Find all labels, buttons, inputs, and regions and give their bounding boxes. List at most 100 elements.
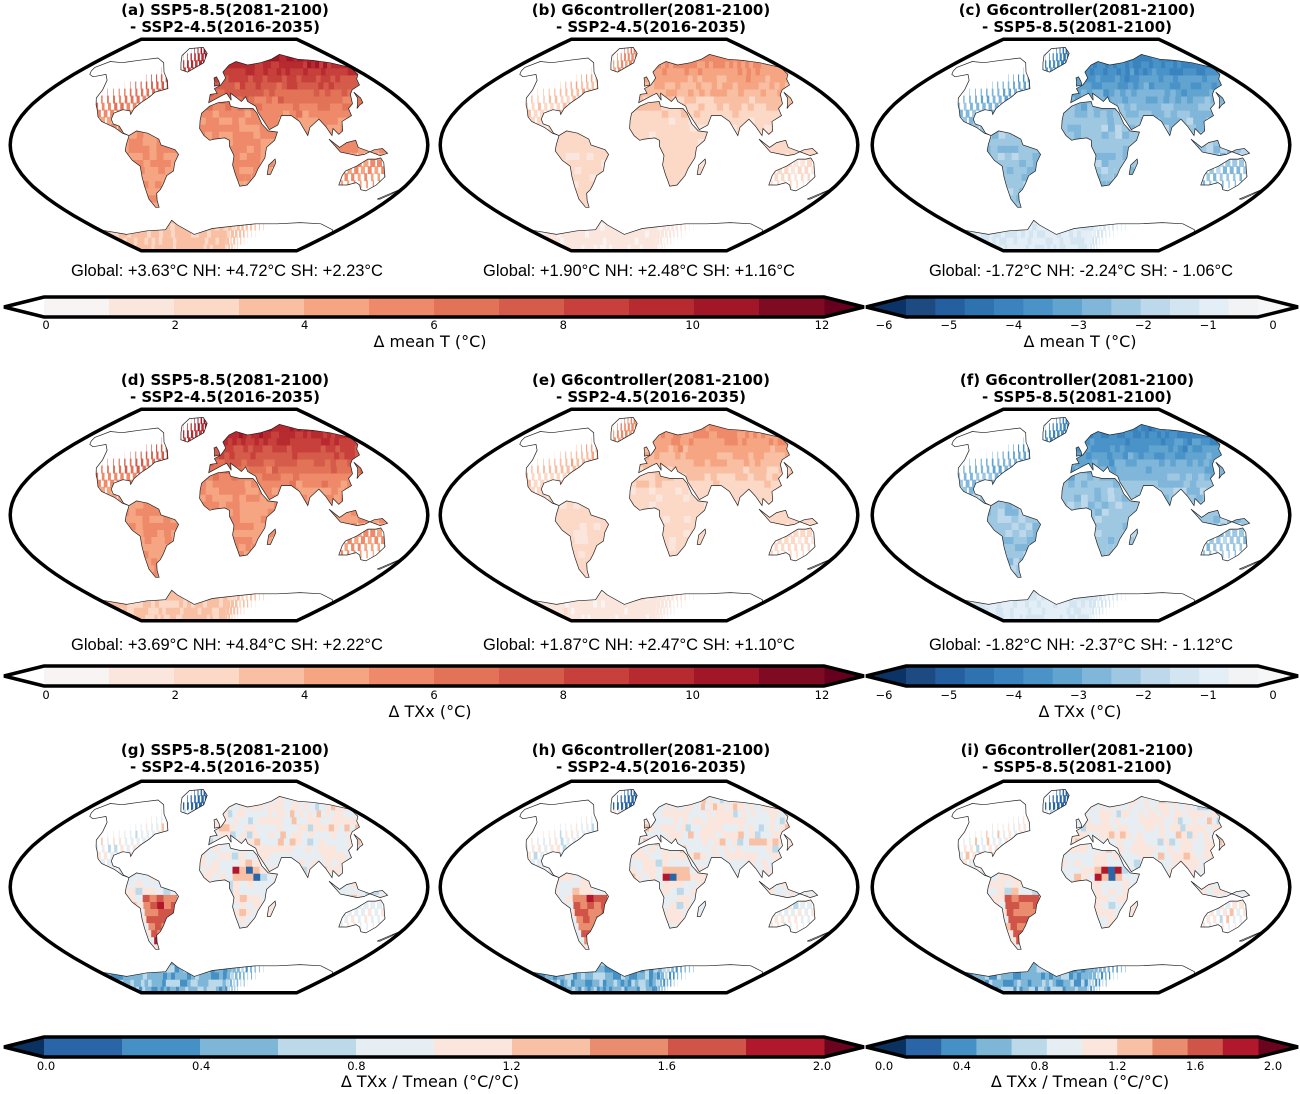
coastline-australia xyxy=(338,157,386,192)
colorbar-bin xyxy=(964,666,995,686)
coastline-greenland xyxy=(610,417,638,443)
colorbar-bin xyxy=(122,1037,201,1057)
colorbar-tick-label: −2 xyxy=(1134,688,1152,702)
panel-i-title-line1: (i) G6controller(2081-2100) xyxy=(960,741,1194,759)
colorbar-tick-label: 0.0 xyxy=(874,1059,894,1073)
coastline-namerica xyxy=(519,57,599,136)
colorbar-tick-label: 2.0 xyxy=(1263,1059,1283,1073)
colorbar-bin xyxy=(1082,666,1112,686)
colorbar-bin xyxy=(906,297,936,317)
coastline-namerica xyxy=(89,427,169,506)
colorbar-bin xyxy=(369,297,435,317)
coastline-namerica xyxy=(951,799,1031,878)
coastline-eurasia xyxy=(638,424,790,507)
panel-a-title-line1: (a) SSP5-8.5(2081-2100) xyxy=(121,1,329,19)
colorbar-bin xyxy=(994,666,1024,686)
panel-h-map xyxy=(438,779,860,995)
colorbar-bin xyxy=(1111,297,1142,317)
coastline-madagascar xyxy=(696,158,707,175)
colorbar-label-ratio-narrow: Δ TXx / Tmean (°C/°C) xyxy=(990,1072,1170,1091)
panel-i-title-line2: - SSP5-8.5(2081-2100) xyxy=(981,758,1173,776)
panel-d-stats: Global: +3.69°C NH: +4.84°C SH: +2.22°C xyxy=(71,636,383,654)
colorbar-label-mean-t-warm: Δ mean T (°C) xyxy=(373,332,487,351)
panel-d-title-line1: (d) SSP5-8.5(2081-2100) xyxy=(120,371,330,389)
colorbar-txx-cool xyxy=(865,664,1299,688)
colorbar-tick-label: 1.6 xyxy=(657,1059,676,1073)
map-boundary xyxy=(8,407,430,623)
land-field xyxy=(89,417,400,621)
colorbar-bin xyxy=(994,297,1024,317)
colorbar-ratio-narrow xyxy=(865,1035,1299,1059)
coastline-eurasia xyxy=(638,796,790,879)
coastline-samerica xyxy=(124,872,180,950)
land-field xyxy=(519,47,830,251)
colorbar-extend-under xyxy=(866,666,906,686)
coastline-uk xyxy=(1075,818,1083,829)
coastline-japan xyxy=(353,91,364,109)
coastline-namerica xyxy=(89,57,169,136)
coastline-greenland xyxy=(180,417,208,443)
panel-b-stats: Global: +1.90°C NH: +2.48°C SH: +1.16°C xyxy=(483,262,795,280)
coastline-madagascar xyxy=(266,528,277,545)
coastline-nz xyxy=(807,559,830,570)
land-field xyxy=(519,417,830,621)
colorbar-tick-label: 6 xyxy=(430,688,438,702)
coastline-eurasia xyxy=(638,54,790,137)
coastline-uk xyxy=(643,818,651,829)
panel-e-title: (e) G6controller(2081-2100) - SSP2-4.5(2… xyxy=(436,372,866,406)
colorbar-bin xyxy=(434,666,500,686)
colorbar-bin xyxy=(174,666,240,686)
coastline-namerica xyxy=(519,427,599,506)
coastline-eurasia xyxy=(1070,796,1222,879)
coastline-eurasia xyxy=(208,54,360,137)
coastline-africa xyxy=(629,101,708,187)
colorbar-bin xyxy=(44,297,110,317)
colorbar-bin xyxy=(109,297,175,317)
panel-c-title: (c) G6controller(2081-2100) - SSP5-8.5(2… xyxy=(862,2,1292,36)
coastline-australia xyxy=(768,157,816,192)
colorbar-tick-label: 2.0 xyxy=(812,1059,832,1073)
colorbar-tick-label: 10 xyxy=(685,318,700,332)
colorbar-bin xyxy=(564,297,630,317)
map-boundary xyxy=(870,407,1292,623)
map-boundary xyxy=(438,779,860,995)
colorbar-bin xyxy=(304,297,370,317)
colorbar-bin xyxy=(1199,297,1230,317)
coastline-greenland xyxy=(610,789,638,815)
panel-h-title-line1: (h) G6controller(2081-2100) xyxy=(531,741,771,759)
colorbar-tick-label: 4 xyxy=(300,688,309,702)
coastline-australia xyxy=(768,899,816,934)
coastline-namerica xyxy=(951,427,1031,506)
coastline-japan xyxy=(1215,91,1226,109)
colorbar-tick-label: 1.2 xyxy=(1108,1059,1127,1073)
colorbar-tick-label: −2 xyxy=(1134,318,1152,332)
colorbar-tick-label: −4 xyxy=(1005,688,1023,702)
coastline-nz xyxy=(1239,931,1262,942)
panel-e-title-line2: - SSP2-4.5(2016-2035) xyxy=(555,388,747,406)
colorbar-bin xyxy=(759,297,825,317)
map-boundary xyxy=(870,779,1292,995)
colorbar-tick-label: 0 xyxy=(1269,688,1277,702)
colorbar-tick-label: −5 xyxy=(940,688,958,702)
coastline-uk xyxy=(1075,446,1083,457)
coastline-eurasia xyxy=(1070,424,1222,507)
coastline-samerica xyxy=(554,500,610,578)
colorbar-tick-label: 12 xyxy=(814,688,830,702)
panel-h-title: (h) G6controller(2081-2100) - SSP2-4.5(2… xyxy=(436,742,866,776)
colorbar-extend-under xyxy=(866,1037,906,1057)
coastline-japan xyxy=(783,91,794,109)
panel-f-title-line2: - SSP5-8.5(2081-2100) xyxy=(981,388,1173,406)
colorbar-bin xyxy=(694,297,760,317)
coastline-australia xyxy=(1200,527,1248,562)
coastline-uk xyxy=(213,76,221,87)
colorbar-bin xyxy=(1011,1037,1048,1057)
colorbar-bin xyxy=(1228,297,1259,317)
coastline-japan xyxy=(783,461,794,479)
colorbar-tick-label: 0 xyxy=(42,318,50,332)
colorbar-label-mean-t-cool: Δ mean T (°C) xyxy=(1023,332,1137,351)
colorbar-outline xyxy=(865,295,1299,319)
coastline-africa xyxy=(199,471,278,557)
colorbar-bin xyxy=(369,666,435,686)
panel-b-title: (b) G6controller(2081-2100) - SSP2-4.5(2… xyxy=(436,2,866,36)
colorbar-bin xyxy=(590,1037,669,1057)
